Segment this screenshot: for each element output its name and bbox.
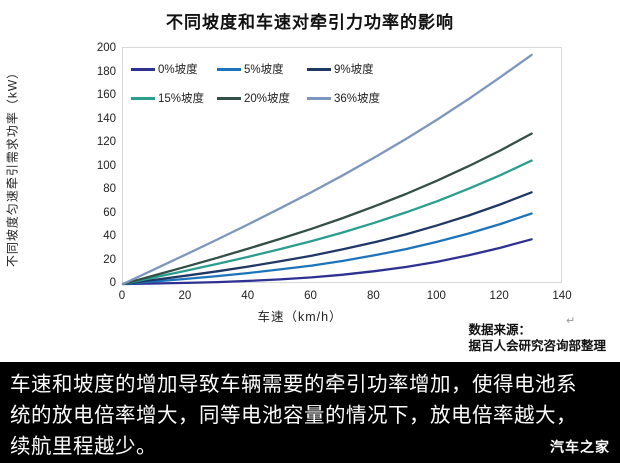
legend-label: 36%坡度 (334, 93, 381, 105)
y-axis-title: 不同坡度匀速牵引需求功率（kW） (5, 65, 20, 268)
legend-swatch-icon (217, 67, 241, 71)
caption-bar: 车速和坡度的增加导致车辆需要的牵引功率增加，使得电池系统的放电倍率增大，同等电池… (0, 362, 620, 463)
chart-title: 不同坡度和车速对牵引力功率的影响 (166, 13, 454, 32)
series-line-3 (121, 159, 533, 286)
y-tick-120: 120 (96, 136, 116, 148)
legend-label: 0%坡度 (158, 64, 198, 76)
legend-item-4: 20%坡度 (217, 90, 307, 106)
y-tick-0: 0 (109, 277, 116, 289)
series-line-2 (121, 191, 533, 286)
x-tick-100: 100 (426, 290, 446, 302)
legend-item-1: 5%坡度 (217, 61, 307, 77)
chart-region: 0%坡度 5%坡度 9%坡度 15%坡度 20%坡度 36%坡度 0 20 40 60 80 100… (5, 42, 572, 324)
legend-item-2: 9%坡度 (307, 61, 399, 77)
legend-item-5: 36%坡度 (307, 90, 399, 106)
y-tick-100: 100 (96, 159, 116, 172)
series-line-4 (121, 132, 533, 286)
data-source-note: 数据来源： 据百人会研究咨询部整理 (468, 322, 606, 354)
x-tick-20: 20 (178, 290, 192, 302)
y-tick-160: 160 (96, 89, 116, 101)
y-tick-40: 40 (103, 230, 116, 242)
x-tick-140: 140 (552, 290, 572, 302)
series-line-0 (121, 238, 533, 286)
plot-area: 0%坡度 5%坡度 9%坡度 15%坡度 20%坡度 36%坡度 (121, 47, 562, 286)
legend-swatch-icon (131, 96, 155, 100)
x-tick-80: 80 (367, 290, 380, 302)
legend-item-0: 0%坡度 (131, 61, 217, 77)
legend-item-3: 15%坡度 (131, 90, 217, 106)
y-tick-80: 80 (103, 183, 116, 195)
y-tick-60: 60 (103, 206, 116, 219)
legend-swatch-icon (307, 67, 331, 71)
plot-svg (121, 53, 533, 286)
legend-label: 9%坡度 (334, 64, 374, 76)
chart-legend: 0%坡度 5%坡度 9%坡度 15%坡度 20%坡度 36%坡度 (131, 61, 399, 106)
data-source-label: 数据来源： (468, 323, 531, 337)
legend-swatch-icon (307, 96, 331, 100)
x-tick-120: 120 (489, 290, 509, 302)
y-tick-20: 20 (103, 253, 116, 266)
legend-label: 20%坡度 (244, 93, 291, 105)
y-tick-200: 200 (96, 42, 116, 54)
legend-label: 5%坡度 (244, 64, 284, 76)
return-mark-icon: ↵ (566, 315, 576, 327)
x-axis-title: 车速（km/h） (257, 310, 343, 324)
data-source-text: 据百人会研究咨询部整理 (468, 339, 606, 353)
legend-swatch-icon (131, 67, 155, 71)
series-line-5 (121, 53, 533, 286)
caption-text: 车速和坡度的增加导致车辆需要的牵引功率增加，使得电池系统的放电倍率增大，同等电池… (10, 373, 577, 458)
series-line-1 (121, 212, 533, 286)
watermark-autohome: 汽车之家 (550, 439, 610, 455)
x-tick-0: 0 (118, 290, 126, 302)
y-tick-140: 140 (96, 112, 116, 125)
legend-swatch-icon (217, 96, 241, 100)
y-tick-180: 180 (96, 65, 116, 78)
x-tick-60: 60 (304, 290, 317, 302)
legend-label: 15%坡度 (158, 93, 205, 105)
x-tick-40: 40 (241, 290, 255, 302)
